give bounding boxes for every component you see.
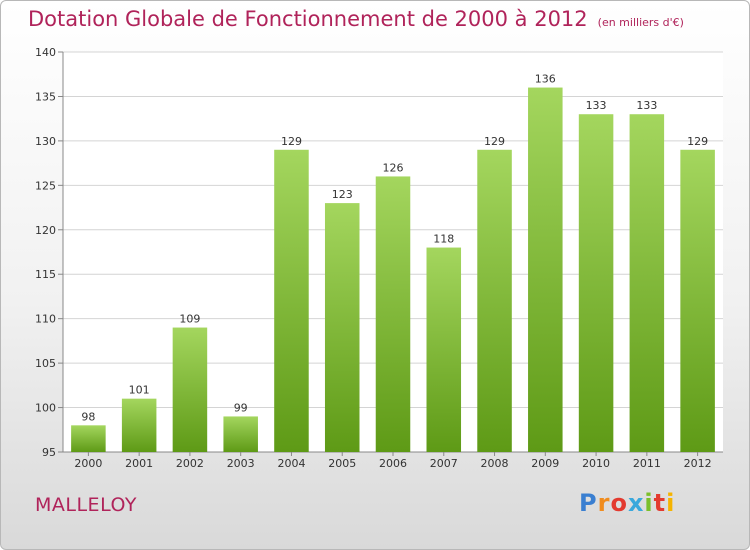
bar-value-label: 133 [636, 99, 657, 112]
title-main: Dotation Globale de Fonctionnement de 20… [28, 7, 588, 31]
x-tick-label: 2005 [328, 457, 356, 470]
y-tick-label: 120 [35, 224, 56, 237]
y-tick-label: 130 [35, 135, 56, 148]
bar [477, 149, 512, 452]
logo-letter: x [627, 489, 645, 517]
bar-value-label: 109 [179, 313, 200, 326]
commune-name: MALLELOY [35, 494, 137, 516]
bar [223, 416, 258, 452]
x-tick-label: 2001 [125, 457, 153, 470]
x-tick-label: 2002 [176, 457, 204, 470]
x-tick-label: 2007 [430, 457, 458, 470]
bar [680, 149, 715, 452]
bar-value-label: 136 [535, 73, 556, 86]
bar [629, 114, 665, 452]
title-unit: (en milliers d'€) [597, 16, 684, 29]
x-tick-label: 2011 [633, 457, 661, 470]
y-tick-label: 95 [42, 446, 56, 459]
logo-letter: r [597, 489, 611, 517]
bar [528, 87, 563, 453]
logo-letter: i [644, 489, 654, 517]
x-tick-label: 2008 [481, 457, 509, 470]
x-tick-label: 2003 [227, 457, 255, 470]
x-tick-label: 2009 [531, 457, 559, 470]
x-tick-label: 2004 [277, 457, 305, 470]
bar-value-label: 126 [383, 161, 404, 174]
logo-letter: P [579, 489, 598, 517]
y-tick-label: 105 [35, 357, 56, 370]
bar-value-label: 118 [433, 233, 454, 246]
bar [172, 327, 208, 452]
bar-value-label: 129 [687, 135, 708, 148]
bar-value-label: 129 [484, 135, 505, 148]
y-tick-label: 140 [35, 46, 56, 59]
logo-letter: o [610, 489, 628, 517]
bar-value-label: 99 [234, 401, 248, 414]
bar-value-label: 129 [281, 135, 302, 148]
bar [71, 425, 106, 452]
y-tick-label: 125 [35, 179, 56, 192]
x-tick-label: 2010 [582, 457, 610, 470]
bar [274, 149, 309, 452]
bar-value-label: 133 [586, 99, 607, 112]
chart-title: Dotation Globale de Fonctionnement de 20… [28, 7, 684, 31]
y-tick-label: 115 [35, 268, 56, 281]
bar [375, 176, 411, 452]
logo-letter: t [653, 489, 667, 517]
bar-value-label: 98 [81, 410, 95, 423]
x-tick-label: 2012 [684, 457, 712, 470]
proxiti-logo: Proxiti [579, 489, 675, 517]
bar [578, 114, 614, 452]
x-tick-label: 2006 [379, 457, 407, 470]
bar [121, 398, 157, 452]
bar-value-label: 101 [129, 384, 150, 397]
x-tick-label: 2000 [74, 457, 102, 470]
bar [426, 247, 462, 452]
y-tick-label: 110 [35, 313, 56, 326]
y-tick-label: 135 [35, 90, 56, 103]
bar [324, 203, 360, 452]
y-tick-label: 100 [35, 402, 56, 415]
logo-letter: i [666, 489, 676, 517]
bar-value-label: 123 [332, 188, 353, 201]
